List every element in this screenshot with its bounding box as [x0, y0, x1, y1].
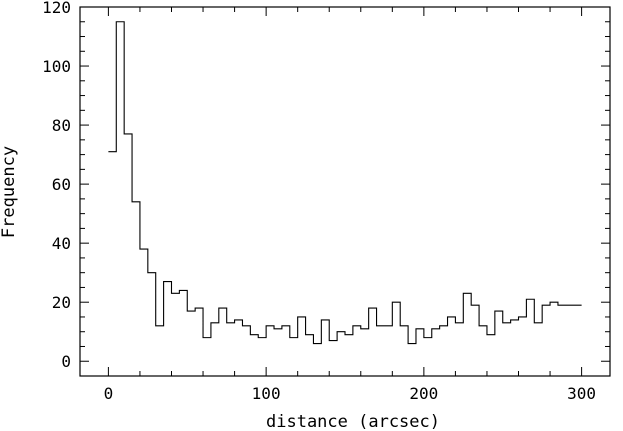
y-tick-label: 100 [42, 57, 71, 76]
x-tick-label: 300 [567, 384, 596, 403]
y-tick-label: 0 [61, 352, 71, 371]
tick-labels: 0 100 200 300 0 20 40 60 80 100 120 [42, 0, 596, 403]
y-tick-label: 20 [52, 293, 71, 312]
histogram-series-line [108, 21, 582, 345]
x-tick-label: 200 [409, 384, 438, 403]
x-axis-label: distance (arcsec) [266, 412, 440, 431]
y-tick-label: 60 [52, 175, 71, 194]
y-tick-label: 80 [52, 116, 71, 135]
y-axis-label: Frequency [0, 146, 19, 238]
x-tick-label: 0 [104, 384, 114, 403]
plot-frame [79, 6, 611, 377]
y-tick-label: 120 [42, 0, 71, 17]
x-tick-label: 100 [252, 384, 281, 403]
y-tick-label: 40 [52, 234, 71, 253]
axis-ticks [80, 6, 610, 376]
